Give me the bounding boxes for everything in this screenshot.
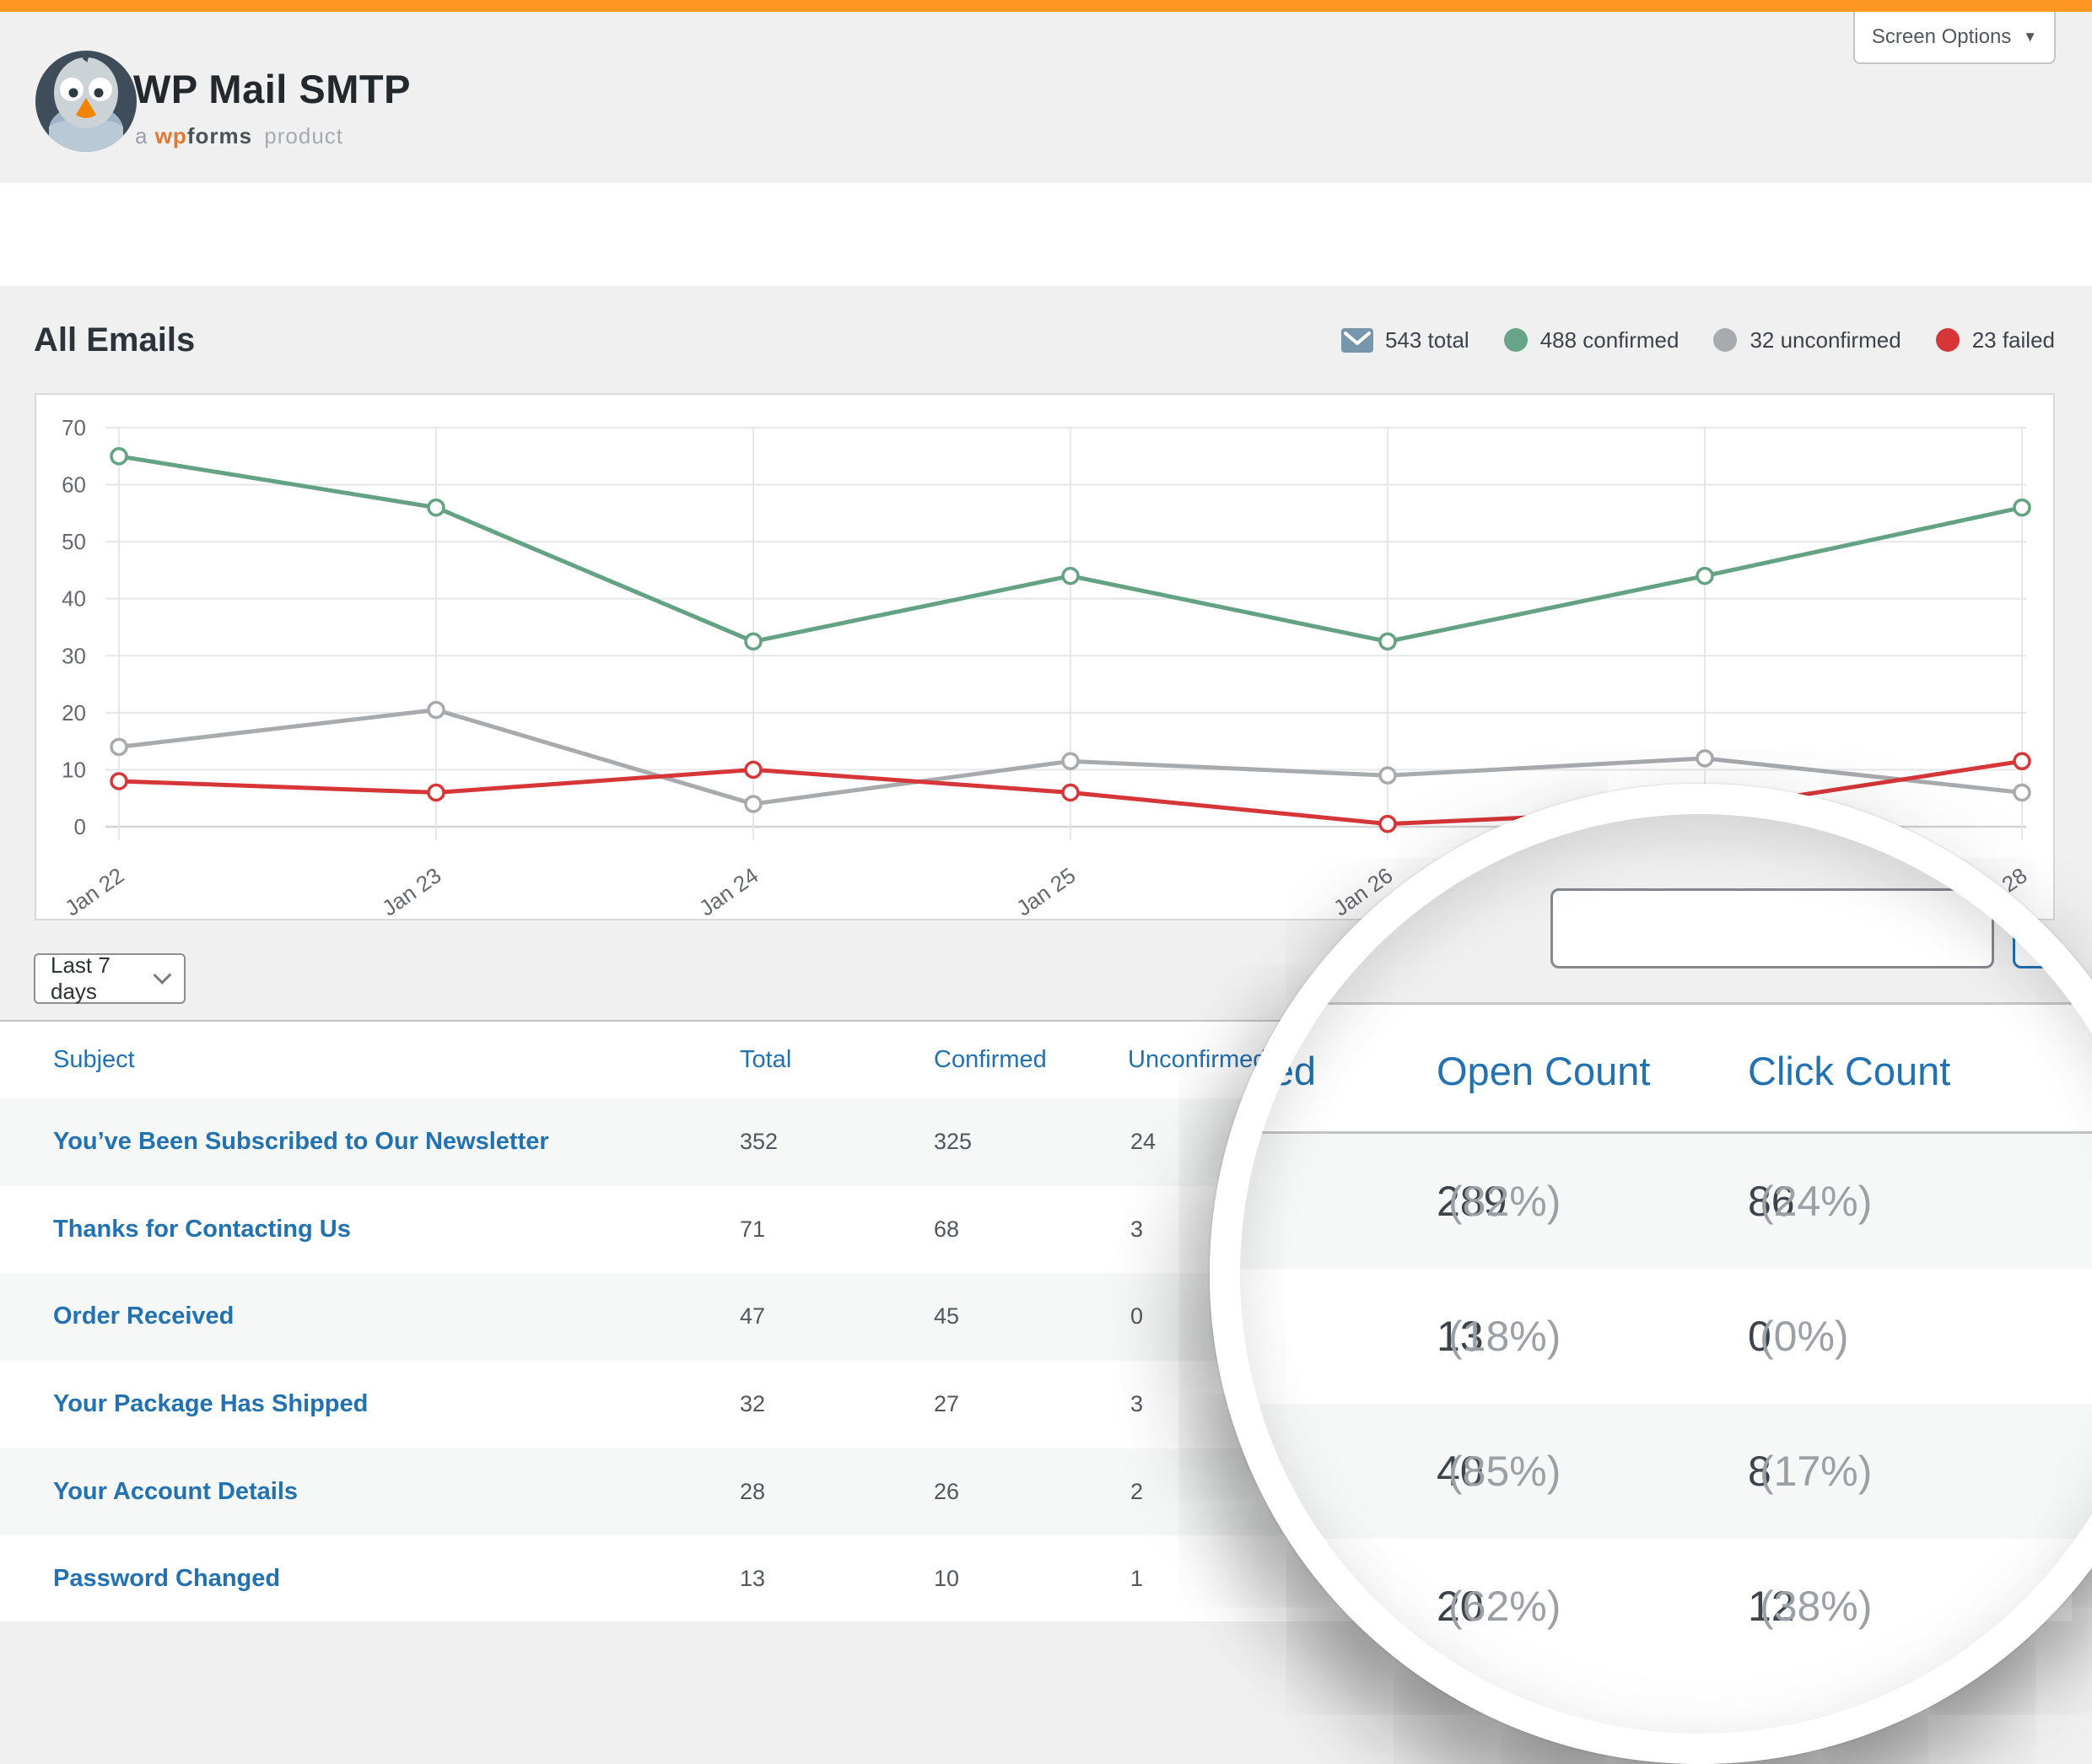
magnified-row: 13 (18%) 0 (0%) xyxy=(1437,1313,1849,1360)
svg-text:50: 50 xyxy=(62,529,86,554)
byline: a wpforms product xyxy=(135,123,344,148)
magnified-table-body: 289 (82%) 86 (24%) 13 (18%) 0 (0%) 40 (85%) 8… xyxy=(1240,1134,2092,1674)
top-accent-bar xyxy=(0,0,2092,12)
table-header-row: Subject Total Confirmed Unconfirmed xyxy=(0,1022,2072,1098)
legend-confirmed: 488 confirmed xyxy=(1503,327,1679,353)
wpforms-forms: forms xyxy=(186,123,253,148)
magnified-row: 20 (62%) 12 (38%) xyxy=(1437,1583,1873,1630)
column-header-total[interactable]: Total xyxy=(740,1046,792,1073)
legend-total: 543 total xyxy=(1340,327,1469,353)
wp-mail-smtp-logo xyxy=(34,49,138,154)
magnified-row: 289 (82%) 86 (24%) xyxy=(1240,1134,2092,1269)
caret-down-icon: ▼ xyxy=(2023,29,2038,45)
svg-text:20: 20 xyxy=(62,700,86,726)
svg-text:40: 40 xyxy=(62,586,86,612)
svg-text:Jan 24: Jan 24 xyxy=(694,862,763,919)
svg-text:30: 30 xyxy=(62,643,86,668)
chart-legend: 543 total 488 confirmed 32 unconfirmed 2… xyxy=(1340,317,2055,363)
column-header-subject[interactable]: Subject xyxy=(53,1046,135,1073)
wpforms-wp: wp xyxy=(154,123,187,148)
legend-unconfirmed: 32 unconfirmed xyxy=(1712,327,1901,353)
magnifier-content: Unconfirmed Open Count Click Count 289(8… xyxy=(1240,814,2092,1734)
svg-text:0: 0 xyxy=(74,814,86,839)
plugin-header: WP Mail SMTP a wpforms product xyxy=(0,12,2092,183)
subject-link[interactable]: Your Package Has Shipped xyxy=(53,1390,369,1418)
subject-link[interactable]: Your Account Details xyxy=(53,1477,299,1505)
subject-link[interactable]: Thanks for Contacting Us xyxy=(53,1215,351,1243)
envelope-icon xyxy=(1340,327,1373,353)
svg-text:Jan 22: Jan 22 xyxy=(60,862,128,919)
legend-failed: 23 failed xyxy=(1935,327,2055,353)
column-header-unconfirmed[interactable]: Unconfirmed xyxy=(1128,1046,1267,1073)
column-header-unconfirmed-clipped: Unconfirmed xyxy=(1240,1049,1316,1093)
unconfirmed-dot-icon xyxy=(1713,328,1738,352)
subject-link[interactable]: You’ve Been Subscribed to Our Newsletter xyxy=(53,1128,549,1155)
table-row: Password Changed 13 10 1 2 xyxy=(0,1535,2072,1623)
section-title: All Emails xyxy=(34,321,196,359)
magnified-row: 40 (85%) 8 (17%) xyxy=(1240,1404,2092,1539)
search-input[interactable] xyxy=(1550,888,1994,968)
svg-text:Jan 23: Jan 23 xyxy=(377,862,445,919)
failed-dot-icon xyxy=(1935,328,1960,352)
screen-options-button[interactable]: Screen Options ▼ xyxy=(1853,12,2056,64)
search-button[interactable] xyxy=(2013,888,2092,968)
column-header-click-count[interactable]: Click Count xyxy=(1748,1049,1951,1093)
svg-text:10: 10 xyxy=(62,757,86,782)
svg-text:Jan 25: Jan 25 xyxy=(1011,862,1080,919)
table-row: Your Package Has Shipped 32 27 3 xyxy=(0,1361,2072,1448)
app-title: WP Mail SMTP xyxy=(133,67,411,111)
page-title-band: Email Reports xyxy=(0,183,2092,445)
column-header-confirmed[interactable]: Confirmed xyxy=(934,1046,1047,1073)
svg-text:60: 60 xyxy=(62,472,86,498)
svg-text:70: 70 xyxy=(62,415,86,440)
subject-link[interactable]: Password Changed xyxy=(53,1565,281,1593)
subject-link[interactable]: Order Received xyxy=(53,1303,235,1330)
column-header-open-count[interactable]: Open Count xyxy=(1437,1049,1651,1093)
confirmed-dot-icon xyxy=(1503,328,1528,352)
divider xyxy=(1240,1131,2092,1134)
table-row: Thanks for Contacting Us 71 68 3 xyxy=(0,1186,2072,1274)
period-select[interactable]: Last 7 days xyxy=(34,952,186,1004)
